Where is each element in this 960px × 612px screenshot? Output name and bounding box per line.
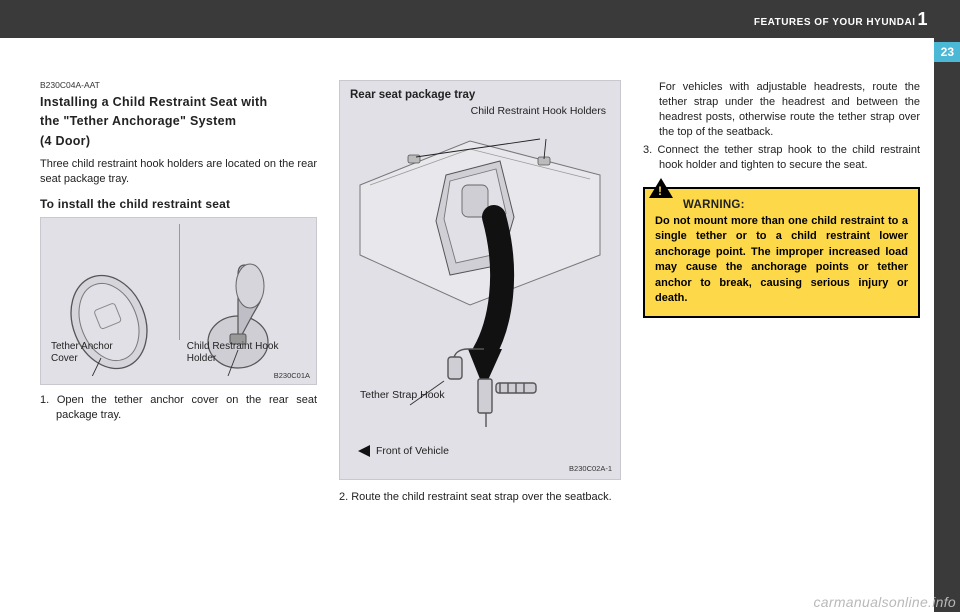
fig2-front-row: Front of Vehicle <box>358 445 449 457</box>
section-title: FEATURES OF YOUR HYUNDAI <box>754 17 916 28</box>
page-content: B230C04A-AAT Installing a Child Restrain… <box>40 80 920 602</box>
page-number: 23 <box>941 45 954 59</box>
header-section: FEATURES OF YOUR HYUNDAI 1 <box>754 10 928 28</box>
fig2-label-top-text: Child Restraint Hook Holders <box>471 105 606 117</box>
left-arrow-icon <box>358 445 370 457</box>
step-2: 2. Route the child restraint seat strap … <box>339 490 621 505</box>
step-1: 1. Open the tether anchor cover on the r… <box>40 393 317 423</box>
fig1-code: B230C01A <box>274 371 310 380</box>
watermark: carmanualsonline.info <box>814 594 957 610</box>
front-of-vehicle-label: Front of Vehicle <box>376 445 449 457</box>
fig2-label-top: Child Restraint Hook Holders <box>471 105 606 119</box>
figure-1: Tether Anchor Cover Child Restraint Hook… <box>40 217 317 385</box>
section-heading: Installing a Child Restraint Seat with t… <box>40 93 317 151</box>
fig2-title: Rear seat package tray <box>350 89 610 101</box>
heading-line3: (4 Door) <box>40 134 90 148</box>
intro-text: Three child restraint hook holders are l… <box>40 157 317 187</box>
fig2-label-mid: Tether Strap Hook <box>360 389 445 403</box>
col3-para: For vehicles with adjustable headrests, … <box>643 80 920 139</box>
warning-box: WARNING: Do not mount more than one chil… <box>643 187 920 318</box>
rear-seat-illustration <box>350 105 610 435</box>
step-3: 3. Connect the tether strap hook to the … <box>643 143 920 173</box>
heading-line1: Installing a Child Restraint Seat with <box>40 95 267 109</box>
heading-line2: the "Tether Anchorage" System <box>40 114 236 128</box>
chapter-number: 1 <box>917 10 928 28</box>
subheading: To install the child restraint seat <box>40 197 317 211</box>
fig1-label-left: Tether Anchor Cover <box>51 341 141 366</box>
column-1: B230C04A-AAT Installing a Child Restrain… <box>40 80 317 602</box>
fig2-label-mid-text: Tether Strap Hook <box>360 389 445 401</box>
fig2-code: B230C02A-1 <box>569 464 612 473</box>
column-2: Rear seat package tray Child Restraint H… <box>339 80 621 602</box>
warning-icon <box>649 178 673 198</box>
doc-code: B230C04A-AAT <box>40 80 317 90</box>
fig1-label-right: Child Restraint Hook Holder <box>187 341 287 366</box>
warning-body: Do not mount more than one child restrai… <box>655 214 908 306</box>
figure-divider <box>179 224 180 340</box>
right-bar <box>934 0 960 612</box>
figure-2: Rear seat package tray Child Restraint H… <box>339 80 621 480</box>
column-3: For vehicles with adjustable headrests, … <box>643 80 920 602</box>
warning-title: WARNING: <box>683 199 908 211</box>
